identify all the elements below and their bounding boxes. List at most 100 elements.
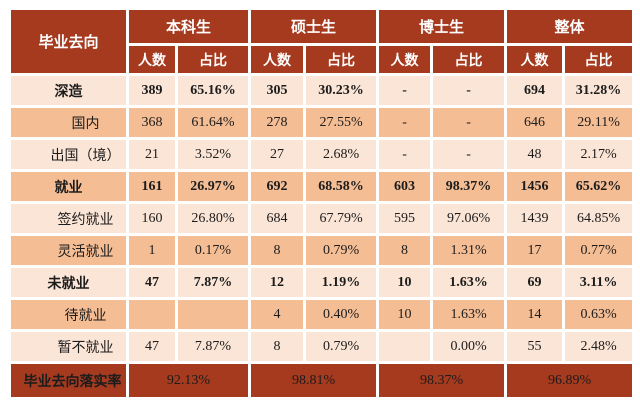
table-row: 签约就业 160 26.80% 684 67.79% 595 97.06% 14…	[8, 201, 636, 236]
group-header-row: 毕业去向 本科生 硕士生 博士生 整体	[8, 7, 636, 76]
value-cell: -	[376, 105, 434, 140]
subheader-count: 人数	[126, 43, 178, 76]
value-cell: 17	[504, 233, 566, 268]
subheader-count: 人数	[248, 43, 307, 76]
value-cell: 2.68%	[303, 137, 380, 172]
row-label: 深造	[8, 73, 129, 108]
value-cell: 692	[248, 169, 307, 204]
table-row: 未就业 47 7.87% 12 1.19% 10 1.63% 69 3.11%	[8, 265, 636, 300]
value-cell: 14	[504, 297, 566, 332]
value-cell: 2.17%	[562, 137, 636, 172]
value-cell: 61.64%	[174, 105, 252, 140]
value-cell: 1439	[504, 201, 566, 236]
row-label: 国内	[8, 105, 129, 140]
value-cell: 48	[504, 137, 566, 172]
row-label: 未就业	[8, 265, 129, 300]
value-cell: 305	[248, 73, 307, 108]
value-cell: 65.62%	[562, 169, 636, 204]
value-cell: 0.79%	[303, 329, 380, 364]
subheader-ratio: 占比	[174, 43, 252, 76]
group-header-undergraduate: 本科生	[125, 7, 252, 46]
value-cell: 684	[248, 201, 307, 236]
value-cell: 26.80%	[174, 201, 252, 236]
value-cell: 7.87%	[174, 329, 252, 364]
value-cell: 694	[504, 73, 566, 108]
footer-rate-master: 98.81%	[248, 361, 380, 400]
value-cell: 65.16%	[174, 73, 252, 108]
value-cell: 0.79%	[303, 233, 380, 268]
value-cell: 0.00%	[430, 329, 508, 364]
table-row: 待就业 4 0.40% 10 1.63% 14 0.63%	[8, 297, 636, 332]
table-header: 毕业去向 本科生 硕士生 博士生 整体 人数 占比 人数 占比 人数 占比 人数…	[8, 7, 636, 76]
subheader-ratio: 占比	[562, 43, 636, 76]
row-label: 灵活就业	[8, 233, 129, 268]
value-cell: 160	[126, 201, 178, 236]
value-cell: 0.40%	[303, 297, 380, 332]
value-cell: 30.23%	[303, 73, 380, 108]
value-cell: 595	[376, 201, 434, 236]
table-row: 就业 161 26.97% 692 68.58% 603 98.37% 1456…	[8, 169, 636, 204]
value-cell: 0.17%	[174, 233, 252, 268]
value-cell: 4	[248, 297, 307, 332]
value-cell: 12	[248, 265, 307, 300]
footer-label: 毕业去向落实率	[8, 361, 129, 400]
value-cell: 1.31%	[430, 233, 508, 268]
value-cell	[376, 329, 434, 364]
table-row: 灵活就业 1 0.17% 8 0.79% 8 1.31% 17 0.77%	[8, 233, 636, 268]
value-cell: 3.11%	[562, 265, 636, 300]
value-cell	[126, 297, 178, 332]
value-cell: 27	[248, 137, 307, 172]
value-cell: 69	[504, 265, 566, 300]
footer-row: 毕业去向落实率 92.13% 98.81% 98.37% 96.89%	[8, 361, 636, 400]
value-cell: -	[430, 73, 508, 108]
value-cell: 1.19%	[303, 265, 380, 300]
value-cell: -	[376, 73, 434, 108]
value-cell: 47	[126, 329, 178, 364]
value-cell: 2.48%	[562, 329, 636, 364]
table-row: 暂不就业 47 7.87% 8 0.79% 0.00% 55 2.48%	[8, 329, 636, 364]
value-cell: 55	[504, 329, 566, 364]
value-cell: 10	[376, 265, 434, 300]
table-row: 深造 389 65.16% 305 30.23% - - 694 31.28%	[8, 73, 636, 108]
table-footer: 毕业去向落实率 92.13% 98.81% 98.37% 96.89%	[8, 361, 636, 400]
value-cell: 0.63%	[562, 297, 636, 332]
group-header-doctor: 博士生	[376, 7, 508, 46]
group-header-overall: 整体	[504, 7, 636, 46]
value-cell: -	[430, 137, 508, 172]
value-cell: 389	[126, 73, 178, 108]
row-label: 签约就业	[8, 201, 129, 236]
value-cell: 8	[376, 233, 434, 268]
subheader-row: 人数 占比 人数 占比 人数 占比 人数 占比	[10, 43, 636, 76]
subheader-count: 人数	[504, 43, 566, 76]
row-label: 暂不就业	[8, 329, 129, 364]
value-cell: 29.11%	[562, 105, 636, 140]
table-body: 深造 389 65.16% 305 30.23% - - 694 31.28% …	[8, 73, 636, 364]
value-cell: -	[430, 105, 508, 140]
subheader-ratio: 占比	[303, 43, 380, 76]
footer-rate-overall: 96.89%	[504, 361, 636, 400]
value-cell	[174, 297, 252, 332]
subheader-count: 人数	[376, 43, 434, 76]
group-header-master: 硕士生	[248, 7, 380, 46]
value-cell: 1	[126, 233, 178, 268]
value-cell: 8	[248, 233, 307, 268]
value-cell: -	[376, 137, 434, 172]
footer-rate-undergraduate: 92.13%	[125, 361, 252, 400]
value-cell: 161	[126, 169, 178, 204]
graduation-destination-table: 毕业去向 本科生 硕士生 博士生 整体 人数 占比 人数 占比 人数 占比 人数…	[8, 7, 636, 400]
value-cell: 68.58%	[303, 169, 380, 204]
table-row: 国内 368 61.64% 278 27.55% - - 646 29.11%	[8, 105, 636, 140]
row-label: 出国（境）	[8, 137, 129, 172]
value-cell: 368	[126, 105, 178, 140]
value-cell: 10	[376, 297, 434, 332]
value-cell: 21	[126, 137, 178, 172]
value-cell: 97.06%	[430, 201, 508, 236]
value-cell: 47	[126, 265, 178, 300]
subheader-ratio: 占比	[430, 43, 508, 76]
value-cell: 646	[504, 105, 566, 140]
value-cell: 278	[248, 105, 307, 140]
value-cell: 0.77%	[562, 233, 636, 268]
value-cell: 67.79%	[303, 201, 380, 236]
value-cell: 1456	[504, 169, 566, 204]
